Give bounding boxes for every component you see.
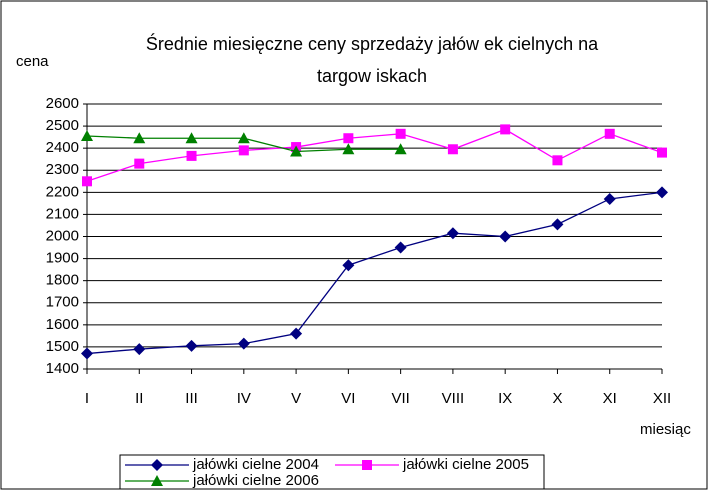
y-tick-label: 2100 — [46, 205, 79, 222]
point — [237, 337, 250, 350]
y-tick-label: 1700 — [46, 294, 79, 311]
point — [394, 143, 407, 155]
chart-title: targow iskach — [317, 66, 427, 86]
point — [342, 143, 355, 155]
x-tick-label: I — [85, 390, 89, 407]
point — [342, 259, 355, 272]
x-tick-label: IV — [237, 390, 251, 407]
point — [133, 132, 146, 144]
series-line — [86, 191, 663, 355]
y-tick-label: 2300 — [46, 161, 79, 178]
point — [290, 327, 303, 340]
point — [499, 230, 512, 243]
point — [604, 128, 615, 139]
point — [446, 227, 459, 240]
point — [81, 347, 93, 360]
legend — [119, 454, 545, 490]
y-tick-label: 2400 — [46, 139, 79, 156]
y-tick-label: 1600 — [46, 316, 79, 333]
point — [238, 145, 249, 156]
x-tick-label: XI — [603, 390, 617, 407]
legend-marker — [362, 460, 372, 470]
point — [656, 186, 668, 199]
x-tick-label: VII — [391, 390, 409, 407]
point — [237, 132, 250, 144]
point — [133, 343, 146, 356]
x-tick-label: VI — [341, 390, 355, 407]
x-tick-label: X — [552, 390, 562, 407]
y-tick-label: 1400 — [46, 360, 79, 377]
legend-marker — [151, 459, 163, 471]
legend-label: jałówki cielne 2005 — [402, 456, 529, 473]
point — [394, 241, 407, 254]
legend-label: jałówki cielne 2006 — [192, 472, 319, 489]
x-tick-label: V — [291, 390, 301, 407]
y-tick-label: 1800 — [46, 272, 79, 289]
point — [290, 145, 303, 157]
y-tick-label: 2000 — [46, 227, 79, 244]
series-line — [86, 128, 663, 182]
x-tick-label: VIII — [442, 390, 465, 407]
point — [447, 144, 458, 155]
x-tick-label: XII — [653, 390, 671, 407]
x-tick-label: IX — [498, 390, 512, 407]
point — [395, 128, 406, 139]
point — [657, 147, 667, 158]
legend-label: jałówki cielne 2004 — [192, 456, 319, 473]
y-tick-label: 1500 — [46, 338, 79, 355]
point — [185, 339, 198, 352]
y-tick-label: 1900 — [46, 250, 79, 267]
point — [186, 150, 197, 161]
point — [552, 155, 563, 166]
point — [185, 132, 198, 144]
y-tick-label: 2600 — [46, 95, 79, 112]
y-tick-label: 2200 — [46, 183, 79, 200]
point — [81, 130, 93, 142]
y-tick-label: 2500 — [46, 117, 79, 134]
chart-title: Średnie miesięczne ceny sprzedaży jałów … — [146, 33, 599, 54]
x-axis-label: miesiąc — [640, 421, 691, 438]
legend-marker — [151, 475, 163, 486]
point — [551, 218, 564, 231]
x-tick-label: II — [135, 390, 143, 407]
point — [82, 176, 92, 187]
y-axis-label: cena — [16, 53, 49, 70]
point — [603, 192, 616, 205]
point — [500, 124, 511, 135]
point — [134, 158, 145, 169]
x-tick-label: III — [185, 390, 198, 407]
point — [343, 133, 354, 144]
